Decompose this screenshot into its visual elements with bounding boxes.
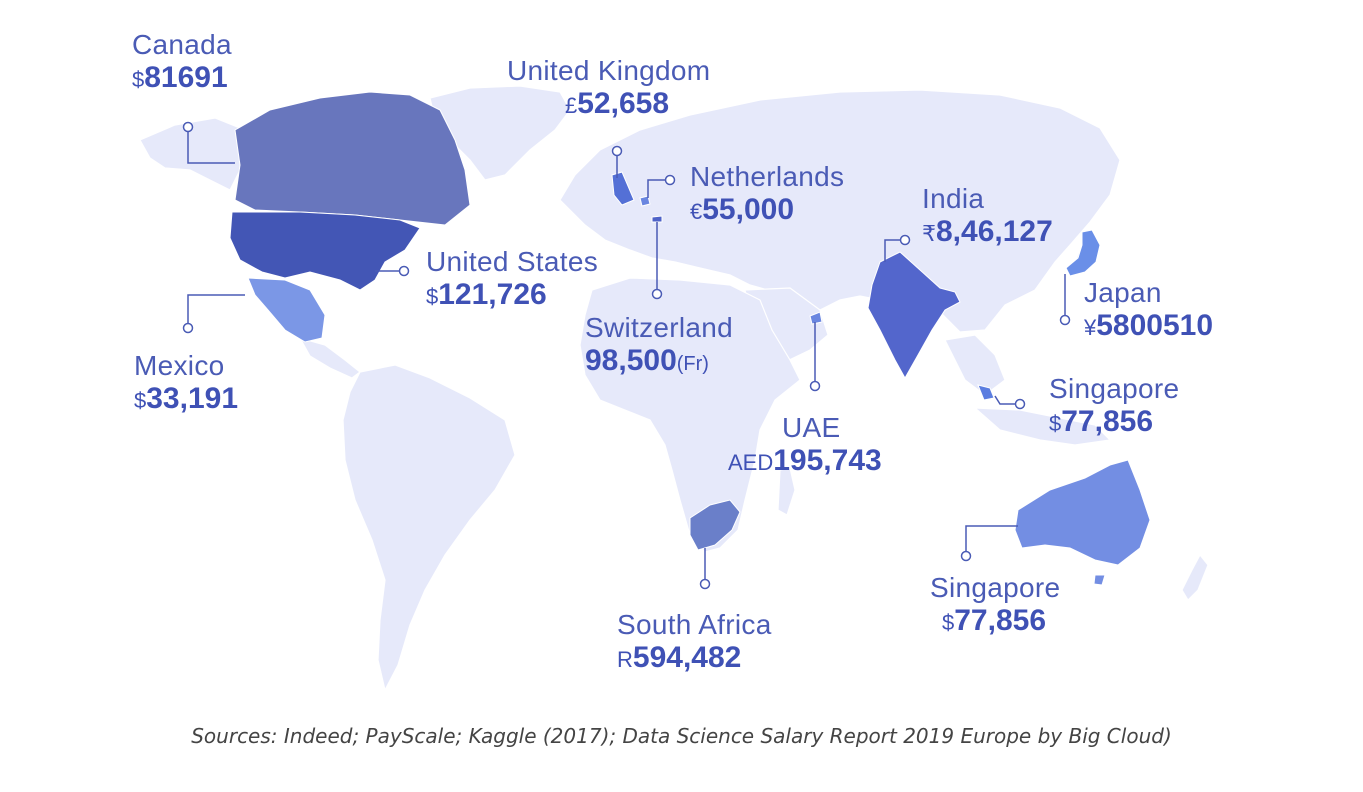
new-zealand-shape [1181,553,1209,601]
australia-marker [960,550,972,562]
united-states-marker [398,265,410,277]
central-america-shape [298,337,361,379]
source-caption: Sources: Indeed; PayScale; Kaggle (2017)… [191,724,1172,748]
canada-shape [234,91,471,226]
country-name: United Kingdom [507,55,711,86]
country-name: Switzerland [585,312,734,343]
netherlands-shape [639,195,651,207]
country-name: United States [426,246,598,277]
tasmania-shape [1093,574,1106,586]
japan-marker [1059,314,1071,326]
netherlands-marker [664,174,676,186]
label-japan: Japan ¥5800510 [1084,278,1213,342]
canada-leader [187,127,235,164]
label-south-africa: South Africa R594,482 [617,610,772,674]
eurasia-shape [559,89,1121,333]
salary-value: $81691 [132,61,228,95]
singapore-marker [1014,398,1026,410]
label-singapore: Singapore $77,856 [1049,374,1179,438]
salary-value: R594,482 [617,641,742,675]
australia-shape [1014,459,1151,566]
salary-value: 98,500(Fr) [585,344,709,378]
label-india: India ₹8,46,127 [922,184,1053,248]
country-name: Singapore [930,572,1061,603]
salary-value: €55,000 [690,193,795,227]
label-mexico: Mexico $33,191 [134,351,238,415]
south-america-shape [342,364,516,692]
netherlands-leader [647,179,670,198]
uae-marker [809,380,821,392]
label-united-kingdom: United Kingdom £52,658 [507,56,710,120]
salary-value: $33,191 [134,382,239,416]
australia-leader [965,525,1018,556]
united-kingdom-shape [611,171,635,206]
salary-value: ¥5800510 [1084,309,1214,343]
world-landmass [139,85,1209,692]
country-name: India [922,183,985,214]
japan-shape [1065,229,1101,277]
country-name: Singapore [1049,373,1180,404]
switzerland-marker [651,288,663,300]
highlighted-countries [229,91,1151,586]
mexico-shape [247,277,326,343]
label-uae: UAE AED195,743 [728,413,882,477]
singapore-leader [994,395,1020,405]
united-states-shape [229,211,421,291]
mexico-marker [182,322,194,334]
label-netherlands: Netherlands €55,000 [690,162,844,226]
leader-lines [182,121,1071,590]
label-canada: Canada $81691 [132,30,232,94]
country-name: Canada [132,29,232,60]
uae-shape [809,311,823,325]
indonesia-shape [973,407,1112,446]
label-australia: Singapore $77,856 [930,573,1060,637]
south-africa-marker [699,578,711,590]
country-name: South Africa [617,609,772,640]
switzerland-shape [651,215,663,223]
label-switzerland: Switzerland 98,500(Fr) [585,313,733,377]
africa-shape [579,277,801,553]
united-kingdom-marker [611,145,623,157]
singapore-shape [977,384,995,401]
alaska-shape [139,117,246,191]
india-shape [867,251,961,380]
country-name: UAE [782,412,841,443]
label-united-states: United States $121,726 [426,247,598,311]
southeast-asia-shape [944,334,1006,396]
salary-value: $77,856 [1049,405,1154,439]
country-name: Mexico [134,350,225,381]
country-name: Japan [1084,277,1162,308]
mexico-leader [187,294,245,328]
south-africa-shape [689,499,741,551]
india-marker [899,234,911,246]
salary-value: $121,726 [426,278,547,312]
madagascar-shape [777,467,796,516]
salary-value: ₹8,46,127 [922,215,1053,249]
salary-value: AED195,743 [728,444,882,478]
country-name: Netherlands [690,161,845,192]
salary-value: $77,856 [942,604,1047,638]
salary-value: £52,658 [565,87,670,121]
canada-marker [182,121,194,133]
india-leader [884,239,905,262]
